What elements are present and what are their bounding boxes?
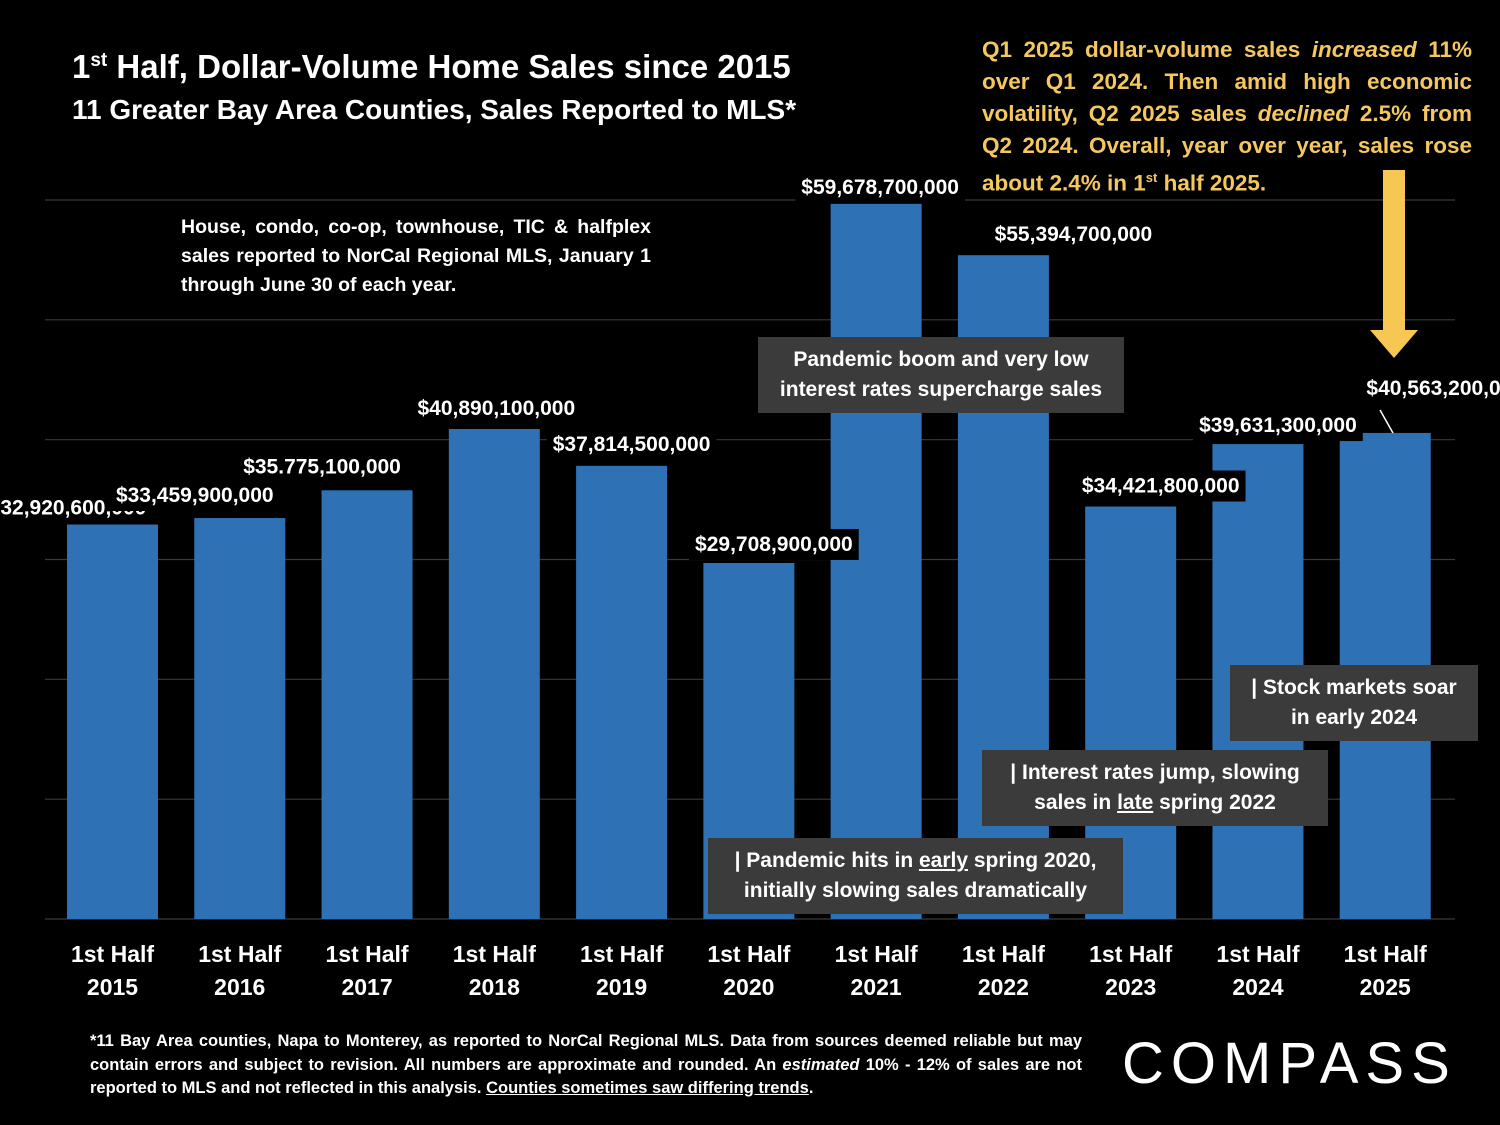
- value-label-bg: [1193, 410, 1363, 442]
- x-tick-label: 2017: [341, 974, 392, 1000]
- x-tick-label: 2025: [1360, 974, 1411, 1000]
- value-label-group: $55,394,700,000: [988, 219, 1159, 251]
- x-tick-label: 1st Half: [962, 941, 1045, 967]
- x-tick-label: 2023: [1105, 974, 1156, 1000]
- value-label: $39,631,300,000: [1199, 414, 1357, 437]
- x-tick-label: 2020: [723, 974, 774, 1000]
- value-label: $32,920,600,000: [0, 497, 146, 520]
- bar-1st-half-2021: [830, 203, 922, 920]
- value-label-bg: [546, 428, 717, 460]
- bar-1st-half-2015: [67, 524, 158, 919]
- value-label-group: $59,678,700,000: [795, 171, 965, 203]
- data-description: House, condo, co-op, townhouse, TIC & ha…: [181, 216, 651, 296]
- x-tick-label: 1st Half: [1344, 941, 1427, 967]
- callout-pandemic-boom: Pandemic boom and very low interest rate…: [758, 337, 1124, 413]
- value-label-group: $39,631,300,000: [1193, 410, 1363, 442]
- value-label: $40,890,100,000: [417, 397, 575, 420]
- x-tick-label: 1st Half: [1216, 941, 1299, 967]
- label-leader-line: [1379, 409, 1394, 434]
- compass-logo: COMPASS: [1122, 1031, 1457, 1096]
- down-arrow-icon-shape: [1370, 170, 1418, 358]
- value-label-group: $34,421,800,000: [1075, 470, 1246, 502]
- callout-rates-jump: | Interest rates jump, slowing sales in …: [982, 750, 1328, 826]
- value-label-bg: [237, 451, 407, 483]
- bar-1st-half-2018: [448, 429, 540, 919]
- x-tick-label: 1st Half: [835, 941, 918, 967]
- value-label-group: $29,708,900,000: [689, 528, 859, 560]
- gold-summary-note: Q1 2025 dollar-volume sales increased 11…: [982, 37, 1473, 196]
- value-label: $34,421,800,000: [1082, 475, 1240, 498]
- value-label-bg: [1075, 470, 1246, 502]
- bar-1st-half-2017: [321, 490, 413, 919]
- bars: [67, 203, 1431, 920]
- x-tick-label: 1st Half: [453, 941, 536, 967]
- x-tick-label: 1st Half: [580, 941, 663, 967]
- callout-pandemic-hits: | Pandemic hits in early spring 2020, in…: [708, 838, 1123, 914]
- value-label: $33,459,900,000: [116, 484, 274, 507]
- value-label: $59,678,700,000: [801, 176, 959, 199]
- x-tick-label: 1st Half: [198, 941, 281, 967]
- value-label: $55,394,700,000: [995, 223, 1153, 246]
- value-label-group: $33,459,900,000: [109, 480, 280, 512]
- value-label-bg: [411, 393, 582, 425]
- x-tick-label: 2022: [978, 974, 1029, 1000]
- value-label: $37,814,500,000: [553, 433, 711, 456]
- x-tick-labels: 1st Half 2015 1st Half 2016 1st Half 2017 1st …: [71, 941, 1427, 1000]
- value-label-bg: [109, 480, 280, 512]
- bar-1st-half-2019: [576, 465, 668, 919]
- chart-title: 1st Half, Dollar-Volume Home Sales since…: [72, 48, 791, 85]
- value-label-group: $37,814,500,000: [546, 428, 717, 460]
- value-labels: $32,920,600,000$33,459,900,000 $35.775,10…: [0, 171, 1500, 560]
- value-label-bg: [988, 219, 1159, 251]
- footnote: *11 Bay Area counties, Napa to Monterey,…: [90, 1032, 1082, 1097]
- value-label-group: $40,890,100,000: [411, 393, 582, 425]
- value-label: $29,708,900,000: [695, 533, 853, 556]
- x-tick-label: 1st Half: [707, 941, 790, 967]
- x-tick-label: 1st Half: [325, 941, 408, 967]
- callout-stocks-soar: | Stock markets soar in early 2024: [1230, 665, 1478, 741]
- bar-1st-half-2016: [194, 518, 286, 919]
- x-tick-label: 1st Half: [71, 941, 154, 967]
- x-tick-label: 2019: [596, 974, 647, 1000]
- x-tick-label: 2018: [469, 974, 520, 1000]
- x-tick-label: 1st Half: [1089, 941, 1172, 967]
- value-label-group: $35.775,100,000: [237, 451, 407, 483]
- x-tick-label: 2015: [87, 974, 138, 1000]
- x-tick-label: 2016: [214, 974, 265, 1000]
- value-label: $35.775,100,000: [243, 455, 401, 478]
- down-arrow-icon: [1370, 170, 1418, 358]
- value-label-bg: [795, 171, 965, 203]
- value-label-bg: [1360, 372, 1500, 404]
- x-tick-label: 2021: [851, 974, 902, 1000]
- value-label-bg: [689, 528, 859, 560]
- chart-subtitle: 11 Greater Bay Area Counties, Sales Repo…: [72, 94, 797, 125]
- value-label-group: $40,563,200,000: [1360, 372, 1500, 404]
- x-tick-label: 2024: [1232, 974, 1283, 1000]
- value-label: $40,563,200,000: [1366, 377, 1500, 400]
